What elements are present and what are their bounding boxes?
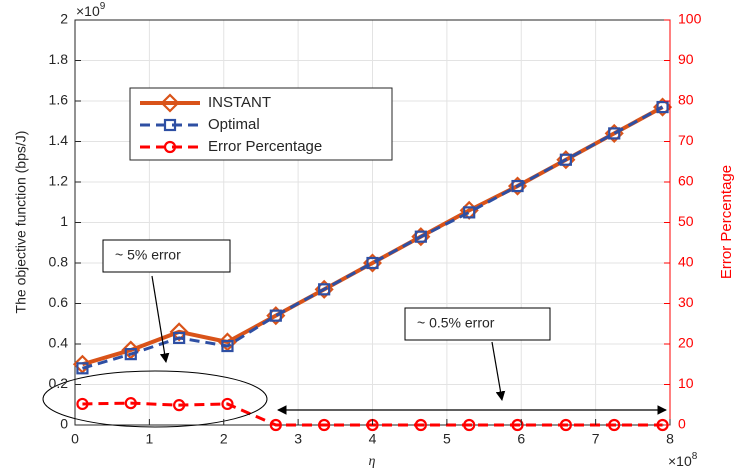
marker: [414, 230, 427, 243]
marker: [511, 179, 524, 193]
y2-tick-label: 60: [678, 173, 694, 189]
y-tick-label: 0: [60, 416, 68, 432]
y-tick-label: 0.4: [49, 335, 69, 351]
x-tick-label: 6: [517, 431, 525, 447]
x-tick-label: 2: [220, 431, 228, 447]
marker: [463, 206, 476, 219]
x-tick-label: 5: [443, 431, 451, 447]
marker: [463, 418, 476, 432]
y-tick-label: 1.2: [49, 173, 69, 189]
legend-label: Optimal: [208, 116, 260, 133]
marker: [221, 339, 234, 353]
marker: [269, 418, 282, 432]
x-multiplier: ×108: [668, 451, 698, 469]
legend-label: INSTANT: [208, 94, 271, 111]
marker: [221, 397, 234, 411]
marker: [163, 140, 177, 154]
annotation-box: [404, 307, 551, 341]
x-tick-label: 0: [71, 431, 79, 447]
y2-axis-label: Error Percentage: [718, 165, 735, 279]
x-tick-label: 7: [592, 431, 600, 447]
highlight-ellipse: [42, 370, 268, 428]
marker: [169, 322, 189, 342]
y2-tick-label: 70: [678, 132, 694, 148]
annotation: ~ 0.5% error: [417, 315, 495, 331]
y2-tick-label: 90: [678, 51, 694, 67]
multiplier-power: 9: [100, 1, 106, 12]
marker: [173, 399, 186, 412]
marker: [608, 418, 621, 432]
marker: [163, 118, 177, 132]
y-tick-label: 1.4: [49, 132, 69, 148]
y-tick-label: 0.6: [49, 294, 69, 310]
marker: [173, 331, 186, 345]
marker: [559, 418, 572, 432]
y-tick-label: 1.6: [49, 92, 69, 108]
y2-tick-label: 20: [678, 335, 694, 351]
marker: [608, 127, 621, 140]
y2-tick-label: 10: [678, 375, 694, 391]
y-tick-label: 2: [60, 11, 68, 27]
marker: [318, 418, 331, 432]
marker: [76, 362, 89, 375]
y2-tick-label: 50: [678, 213, 694, 229]
annotation-box: [102, 239, 231, 273]
marker: [366, 256, 379, 270]
y-tick-label: 1: [60, 213, 68, 229]
marker: [414, 418, 427, 432]
marker: [656, 100, 669, 114]
y-tick-label: 0.8: [49, 254, 69, 270]
x-axis-label: η: [369, 454, 376, 469]
y2-tick-label: 0: [678, 416, 686, 432]
y2-tick-label: 100: [678, 11, 702, 27]
y2-tick-label: 40: [678, 254, 694, 270]
x-tick-label: 1: [145, 431, 153, 447]
marker: [76, 397, 89, 411]
y2-tick-label: 80: [678, 92, 694, 108]
marker: [318, 283, 331, 296]
x-tick-label: 3: [294, 431, 302, 447]
y-tick-label: 1.8: [49, 51, 69, 67]
legend: INSTANT Optimal Error Percentage: [129, 87, 393, 161]
marker: [124, 397, 137, 410]
multiplier-base: ×10: [76, 3, 100, 19]
marker: [511, 418, 524, 432]
multiplier-base: ×10: [668, 453, 692, 469]
y2-tick-label: 30: [678, 294, 694, 310]
x-tick-label: 4: [369, 431, 377, 447]
legend-label: Error Percentage: [208, 138, 322, 155]
multiplier-power: 8: [692, 451, 698, 462]
annotation: ~ 5% error: [115, 247, 181, 263]
y-axis-label: The objective function (bps/J): [13, 131, 29, 314]
arrow: [491, 341, 506, 401]
series-line: [82, 105, 664, 370]
arrow: [151, 275, 170, 363]
marker: [124, 348, 137, 361]
marker: [160, 93, 180, 113]
marker: [559, 153, 572, 166]
y-multiplier: ×109: [76, 1, 106, 19]
y-tick-label: 0.2: [49, 375, 69, 391]
x-tick-label: 8: [666, 431, 674, 447]
grid: [74, 19, 671, 426]
marker: [269, 309, 282, 322]
